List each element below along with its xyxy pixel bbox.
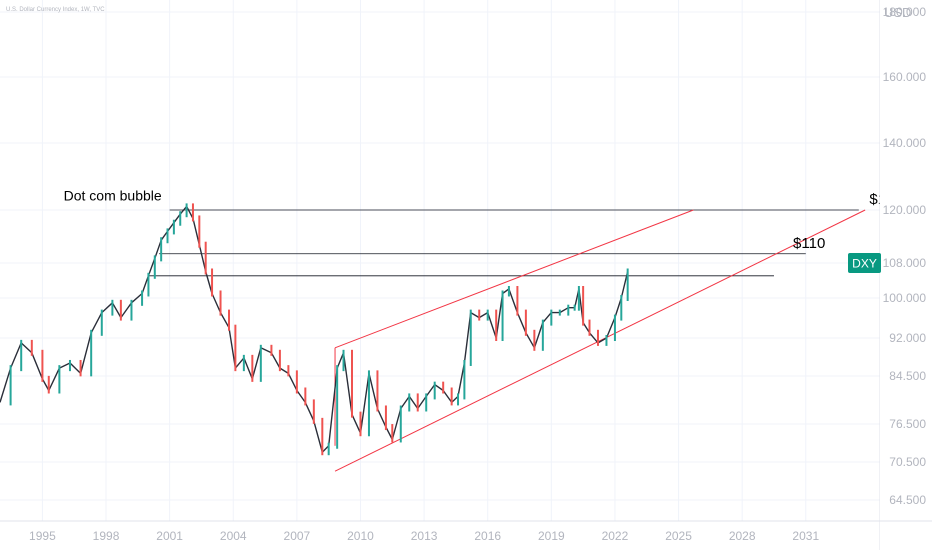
symbol-badge-label: DXY bbox=[852, 257, 877, 271]
time-axis-ticks: 1995 1998 2001 2004 2007 2010 2013 2016 2019 2022… bbox=[29, 529, 819, 543]
price-axis-ticks: 180.000 160.000 140.000 120.000 108.000 100.0… bbox=[883, 5, 927, 507]
y-tick-label-6: 92.000 bbox=[889, 331, 926, 345]
price-series bbox=[0, 203, 629, 456]
y-tick-label-8: 76.500 bbox=[889, 417, 926, 431]
x-tick-label-4: 2007 bbox=[284, 529, 311, 543]
y-tick-label-3: 120.000 bbox=[883, 203, 927, 217]
x-tick-label-5: 2010 bbox=[347, 529, 374, 543]
y-tick-label-2: 140.000 bbox=[883, 136, 927, 150]
x-tick-label-3: 2004 bbox=[220, 529, 247, 543]
price-axis[interactable] bbox=[880, 0, 932, 550]
y-tick-label-7: 84.500 bbox=[889, 369, 926, 383]
x-tick-label-2: 2001 bbox=[156, 529, 183, 543]
x-tick-label-0: 1995 bbox=[29, 529, 56, 543]
x-tick-label-11: 2028 bbox=[729, 529, 756, 543]
currency-label: USD bbox=[884, 5, 911, 20]
x-tick-label-8: 2019 bbox=[538, 529, 565, 543]
x-tick-label-10: 2025 bbox=[665, 529, 692, 543]
price-levels bbox=[148, 209, 859, 277]
annotations: Dot com bubble$120$110 bbox=[64, 187, 903, 251]
y-tick-label-10: 64.500 bbox=[889, 493, 926, 507]
y-tick-label-4: 108.000 bbox=[883, 256, 927, 270]
symbol-caption: U.S. Dollar Currency Index, 1W, TVC bbox=[6, 7, 105, 13]
symbol-badge-bg bbox=[848, 253, 881, 273]
channel-line-upper bbox=[334, 209, 694, 349]
symbol-badge[interactable]: DXY bbox=[848, 253, 881, 273]
y-tick-label-9: 70.500 bbox=[889, 455, 926, 469]
y-tick-label-0: 180.000 bbox=[883, 5, 927, 19]
y-tick-label-5: 100.000 bbox=[883, 291, 927, 305]
y-tick-label-1: 160.000 bbox=[883, 70, 927, 84]
channel-line-lower bbox=[334, 209, 866, 472]
annotation-0: Dot com bubble bbox=[64, 187, 162, 203]
x-tick-label-7: 2016 bbox=[474, 529, 501, 543]
grid bbox=[0, 0, 880, 521]
x-tick-label-9: 2022 bbox=[602, 529, 629, 543]
x-tick-label-6: 2013 bbox=[411, 529, 438, 543]
trend-channel bbox=[334, 209, 866, 472]
x-tick-label-12: 2031 bbox=[792, 529, 819, 543]
x-tick-label-1: 1998 bbox=[93, 529, 120, 543]
annotation-2: $110 bbox=[793, 235, 825, 252]
